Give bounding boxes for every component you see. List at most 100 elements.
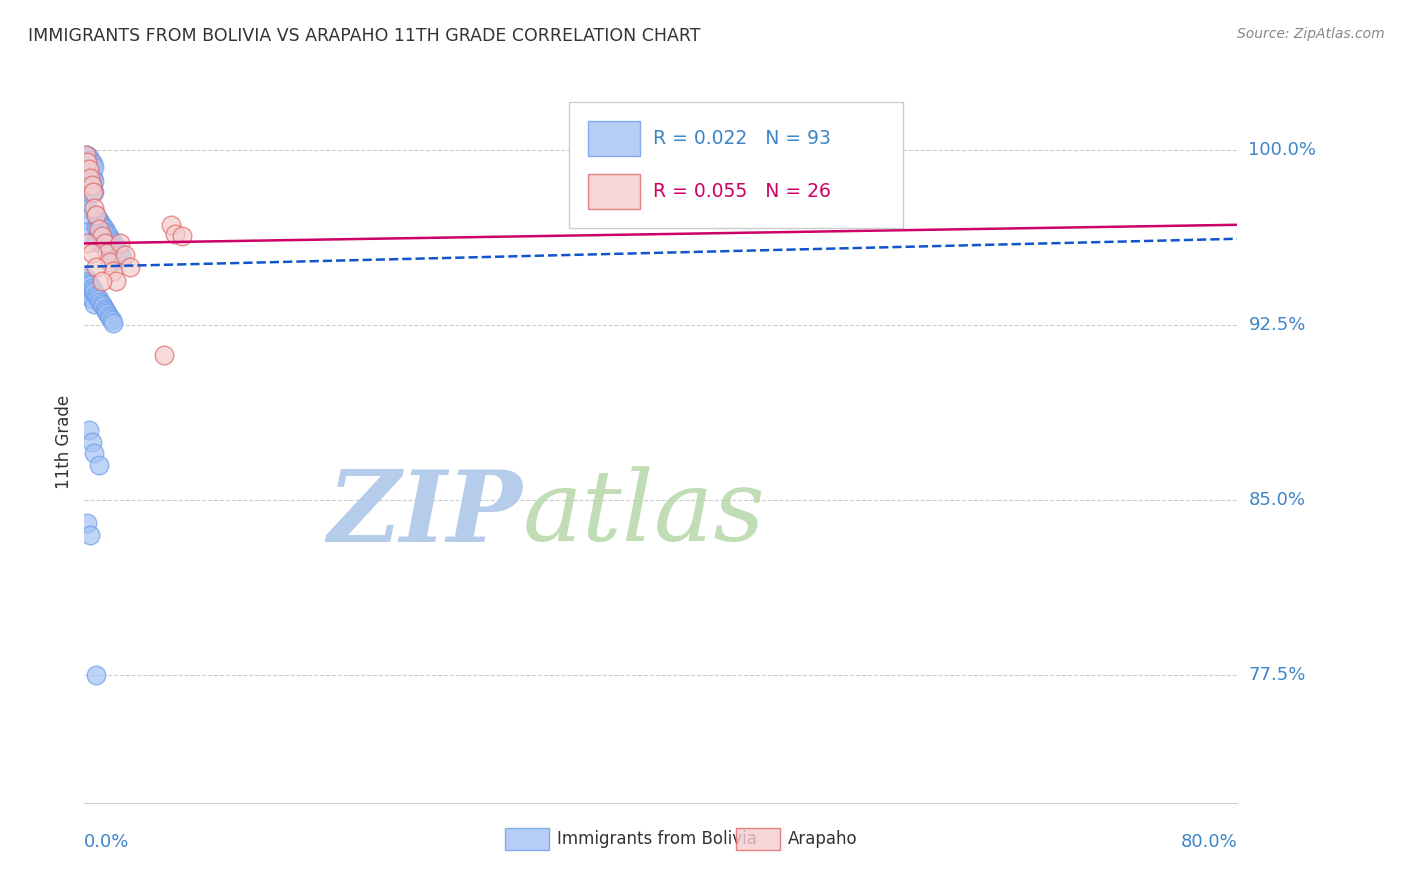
Point — [97, 229, 120, 244]
Point — [83, 202, 105, 216]
Point — [100, 245, 122, 260]
Point — [152, 348, 174, 362]
Point — [86, 234, 108, 248]
Point — [77, 423, 100, 437]
Point — [98, 244, 121, 258]
Point — [76, 236, 98, 251]
Point — [84, 209, 107, 223]
Point — [82, 283, 104, 297]
Point — [90, 218, 112, 232]
Point — [75, 190, 97, 204]
Point — [87, 225, 110, 239]
Point — [75, 225, 97, 239]
Y-axis label: 11th Grade: 11th Grade — [55, 394, 73, 489]
Point — [77, 287, 100, 301]
Point — [79, 153, 101, 167]
Point — [104, 239, 127, 253]
Point — [77, 276, 100, 290]
Text: Source: ZipAtlas.com: Source: ZipAtlas.com — [1237, 27, 1385, 41]
Point — [90, 274, 112, 288]
Point — [89, 215, 111, 229]
Point — [83, 285, 105, 300]
Point — [86, 222, 108, 236]
Point — [111, 251, 134, 265]
Point — [84, 232, 107, 246]
Point — [114, 248, 136, 262]
Point — [76, 274, 98, 288]
Text: 77.5%: 77.5% — [1249, 665, 1306, 683]
Point — [76, 160, 98, 174]
Point — [110, 236, 132, 251]
Point — [98, 232, 121, 246]
Text: R = 0.055   N = 26: R = 0.055 N = 26 — [652, 182, 831, 201]
Point — [160, 218, 183, 232]
Point — [108, 245, 131, 260]
Point — [87, 213, 110, 227]
Point — [94, 236, 117, 251]
Point — [84, 220, 107, 235]
Point — [103, 264, 124, 278]
Point — [77, 185, 100, 199]
Point — [97, 309, 120, 323]
Point — [76, 285, 98, 300]
Point — [86, 290, 108, 304]
Point — [90, 297, 112, 311]
Text: Immigrants from Bolivia: Immigrants from Bolivia — [557, 830, 756, 848]
Point — [165, 227, 187, 241]
Point — [82, 183, 104, 197]
Point — [87, 458, 110, 472]
Point — [83, 446, 105, 460]
Point — [105, 241, 128, 255]
Point — [79, 171, 101, 186]
Point — [100, 313, 122, 327]
Point — [79, 278, 101, 293]
Point — [87, 222, 110, 236]
Point — [76, 516, 98, 530]
Point — [89, 294, 111, 309]
Point — [87, 236, 110, 251]
Point — [90, 229, 112, 244]
Point — [91, 232, 114, 246]
Point — [105, 252, 128, 267]
Point — [84, 209, 107, 223]
Text: 85.0%: 85.0% — [1249, 491, 1305, 508]
Text: 80.0%: 80.0% — [1181, 833, 1237, 851]
Point — [84, 287, 107, 301]
Point — [96, 239, 118, 253]
Point — [75, 271, 97, 285]
Point — [84, 667, 107, 681]
Text: atlas: atlas — [523, 467, 765, 561]
Point — [79, 290, 101, 304]
Point — [76, 194, 98, 209]
Point — [91, 220, 114, 235]
Text: IMMIGRANTS FROM BOLIVIA VS ARAPAHO 11TH GRADE CORRELATION CHART: IMMIGRANTS FROM BOLIVIA VS ARAPAHO 11TH … — [28, 27, 700, 45]
Point — [75, 283, 97, 297]
Point — [76, 148, 98, 162]
Point — [90, 229, 112, 244]
Point — [100, 234, 122, 248]
Point — [110, 248, 132, 262]
Point — [105, 274, 128, 288]
FancyBboxPatch shape — [568, 102, 903, 228]
Point — [80, 154, 103, 169]
Point — [94, 304, 117, 318]
Point — [77, 161, 100, 176]
Point — [82, 171, 104, 186]
Point — [76, 171, 98, 186]
Point — [93, 222, 115, 236]
Text: R = 0.022   N = 93: R = 0.022 N = 93 — [652, 129, 831, 148]
Point — [120, 260, 142, 274]
FancyBboxPatch shape — [588, 121, 640, 156]
Point — [83, 173, 105, 187]
Text: 100.0%: 100.0% — [1249, 141, 1316, 159]
Text: ZIP: ZIP — [328, 466, 523, 562]
Point — [87, 293, 110, 307]
Point — [89, 227, 111, 241]
Text: Arapaho: Arapaho — [787, 830, 858, 848]
Point — [80, 180, 103, 194]
Point — [76, 183, 98, 197]
Point — [75, 148, 97, 162]
Point — [103, 248, 124, 262]
Point — [83, 297, 105, 311]
Point — [107, 244, 129, 258]
